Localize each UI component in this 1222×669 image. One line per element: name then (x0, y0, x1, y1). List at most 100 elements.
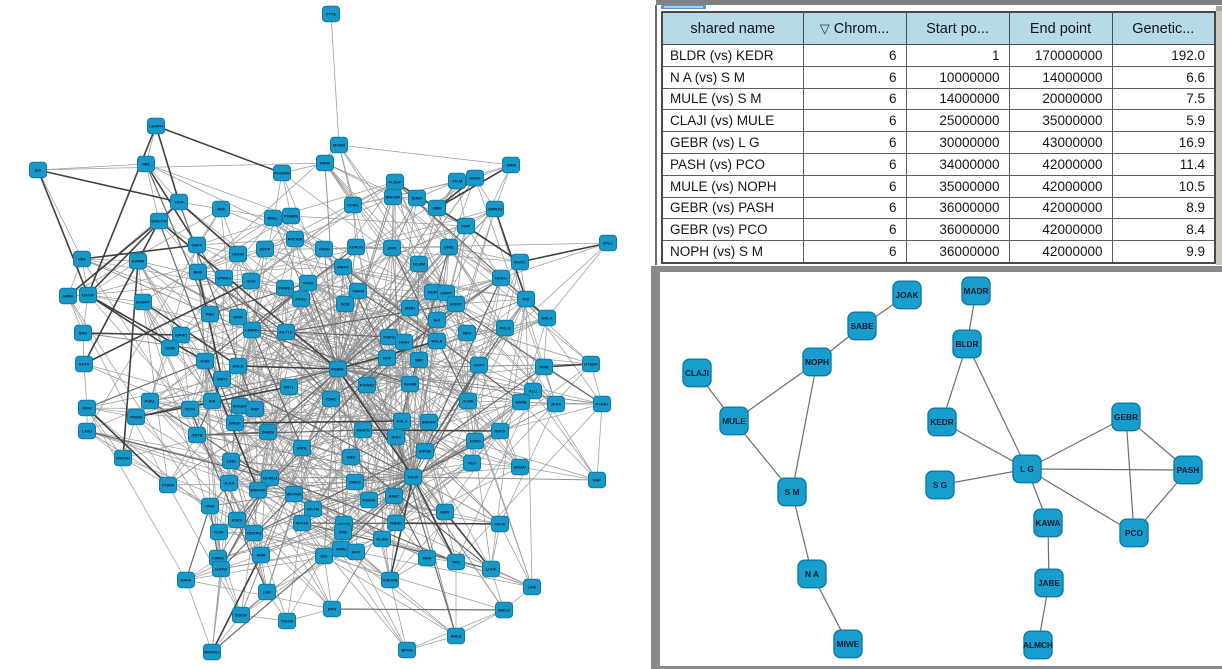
svg-text:AFIT: AFIT (352, 550, 361, 555)
svg-text:KNLR: KNLR (541, 316, 552, 321)
svg-text:MHA: MHA (422, 556, 431, 561)
svg-text:FDJ: FDJ (468, 461, 476, 466)
svg-text:KDRI: KDRI (428, 290, 438, 295)
svg-text:AARE: AARE (515, 400, 527, 405)
svg-text:SBP: SBP (415, 358, 424, 363)
svg-text:FTTE: FTTE (326, 12, 336, 17)
svg-text:KNJP: KNJP (408, 475, 419, 480)
svg-text:EPH: EPH (328, 607, 336, 612)
svg-text:WMLTW: WMLTW (151, 219, 167, 224)
svg-text:KWJI: KWJI (232, 518, 242, 523)
svg-text:DRWI: DRWI (320, 161, 331, 166)
svg-text:FGIMA: FGIMA (363, 498, 376, 503)
svg-text:MGEEP: MGEEP (233, 404, 248, 409)
svg-text:HIGH: HIGH (399, 340, 409, 345)
svg-text:JPSA: JPSA (551, 402, 562, 407)
svg-text:TSTF: TSTF (174, 200, 185, 205)
svg-text:WDOKI: WDOKI (116, 456, 130, 461)
svg-text:JOAK: JOAK (895, 290, 918, 300)
svg-text:NGCF: NGCF (494, 429, 506, 434)
svg-text:CWMJ: CWMJ (212, 556, 224, 561)
svg-text:EOAH: EOAH (514, 465, 526, 470)
svg-text:EBS: EBS (347, 455, 356, 460)
svg-text:TUOW: TUOW (281, 619, 293, 624)
svg-text:NOPH: NOPH (805, 357, 829, 367)
svg-text:SISOE: SISOE (235, 613, 248, 618)
svg-text:FHCRW: FHCRW (288, 237, 303, 242)
svg-text:EIPHC: EIPHC (175, 333, 187, 338)
svg-text:BPOS: BPOS (401, 648, 413, 653)
svg-text:OBKC: OBKC (349, 480, 361, 485)
svg-text:WAFC: WAFC (337, 265, 349, 270)
svg-text:AMLE: AMLE (450, 634, 462, 639)
svg-text:EUDFP: EUDFP (136, 300, 150, 305)
svg-text:FKH: FKH (206, 504, 214, 509)
svg-text:PUKL: PUKL (145, 399, 156, 404)
svg-text:PKLG: PKLG (499, 326, 510, 331)
svg-text:LBRNH: LBRNH (245, 328, 259, 333)
svg-text:DFBGI: DFBGI (262, 430, 274, 435)
svg-text:PASH: PASH (1177, 465, 1199, 475)
svg-text:IOLTR: IOLTR (307, 507, 319, 512)
svg-text:SUBF: SUBF (412, 196, 423, 201)
svg-text:MWH: MWH (405, 306, 415, 311)
svg-text:UDHN: UDHN (232, 252, 244, 257)
svg-text:DPPP: DPPP (260, 247, 271, 252)
svg-text:HWN: HWN (336, 547, 346, 552)
svg-text:RACC: RACC (514, 260, 526, 265)
svg-text:GRL: GRL (142, 162, 151, 167)
svg-text:ANDL: ANDL (296, 446, 308, 451)
svg-text:FGPG: FGPG (383, 335, 394, 340)
svg-text:EWRB: EWRB (132, 259, 144, 264)
svg-text:WACEP: WACEP (386, 195, 401, 200)
svg-text:OCMUJ: OCMUJ (263, 476, 277, 481)
svg-text:GEBR: GEBR (1114, 412, 1138, 422)
svg-text:UBM: UBM (432, 206, 442, 211)
svg-text:S G: S G (933, 480, 947, 490)
svg-text:LSSI: LSSI (227, 459, 236, 464)
svg-text:MKC: MKC (462, 331, 471, 336)
svg-text:SABE: SABE (850, 321, 874, 331)
svg-text:AGRJG: AGRJG (349, 245, 363, 250)
svg-text:SNMHF: SNMHF (422, 420, 437, 425)
svg-text:TETH: TETH (185, 407, 196, 412)
svg-text:MLTTD: MLTTD (279, 330, 292, 335)
svg-text:DAGR: DAGR (82, 293, 94, 298)
svg-text:EAP: EAP (593, 478, 602, 483)
svg-text:FODRO: FODRO (360, 383, 374, 388)
svg-text:RUIJ: RUIJ (391, 435, 400, 440)
svg-text:FLSSP: FLSSP (389, 180, 402, 185)
svg-text:WNR: WNR (233, 315, 243, 320)
svg-text:GEFF: GEFF (192, 243, 203, 248)
svg-text:ASLG: ASLG (396, 419, 407, 424)
svg-text:KOOT: KOOT (450, 302, 462, 307)
svg-text:TFWN: TFWN (318, 247, 330, 252)
svg-text:PCO: PCO (1125, 528, 1144, 538)
svg-text:FNP: FNP (251, 407, 259, 412)
svg-text:DIU: DIU (321, 554, 328, 559)
svg-text:PJANJ: PJANJ (596, 402, 609, 407)
svg-text:RMLL: RMLL (267, 216, 279, 221)
svg-text:FSIH: FSIH (82, 406, 91, 411)
svg-text:WUTMC: WUTMC (286, 492, 301, 497)
svg-text:HTEBR: HTEBR (584, 362, 598, 367)
svg-text:WRSK: WRSK (229, 421, 241, 426)
svg-text:UWRJU: UWRJU (488, 207, 503, 212)
svg-text:OMTP: OMTP (440, 291, 452, 296)
svg-text:HJOW: HJOW (215, 567, 227, 572)
svg-text:JLNIE: JLNIE (462, 399, 474, 404)
svg-text:HULE: HULE (432, 339, 443, 344)
svg-text:JTLM: JTLM (452, 179, 463, 184)
svg-text:NWTI: NWTI (217, 377, 227, 382)
svg-text:SRD: SRD (79, 331, 88, 336)
svg-text:ERFA: ERFA (181, 578, 192, 583)
svg-text:PSHC: PSHC (325, 397, 336, 402)
svg-text:PMJK: PMJK (494, 522, 505, 527)
svg-text:TPU: TPU (452, 560, 460, 565)
svg-text:UKPT: UKPT (474, 363, 485, 368)
svg-text:USNI: USNI (165, 346, 175, 351)
svg-text:LMIO: LMIO (82, 429, 92, 434)
svg-text:MGNS: MGNS (333, 143, 345, 148)
svg-text:LKP: LKP (263, 590, 271, 595)
svg-text:ALMCH: ALMCH (1023, 640, 1053, 650)
